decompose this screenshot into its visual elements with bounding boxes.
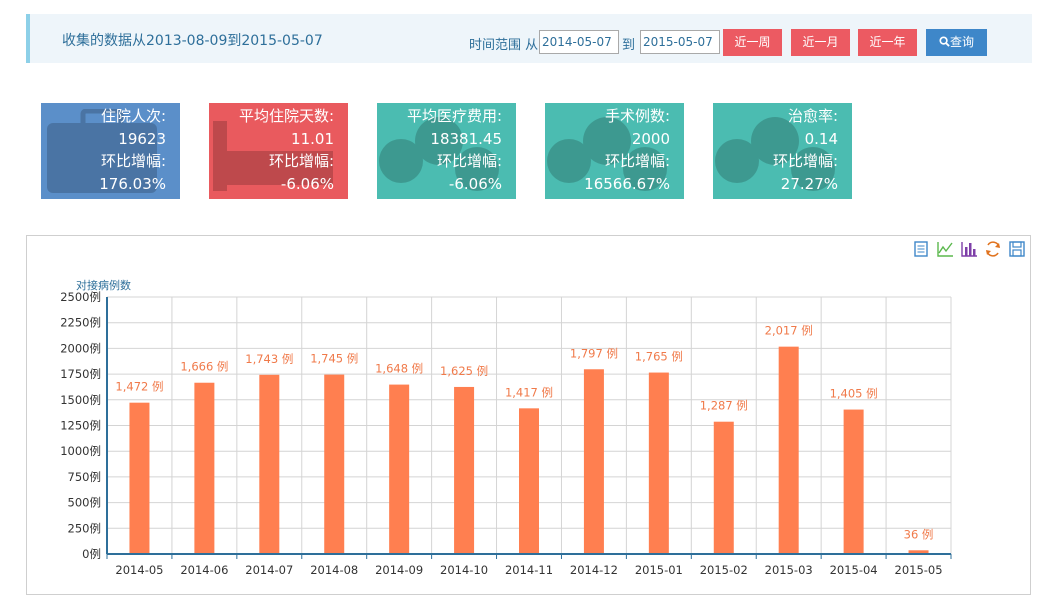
coins-icon <box>715 117 835 191</box>
bar-chart-icon[interactable] <box>960 240 978 258</box>
time-range-label: 时间范围 从 <box>469 38 539 53</box>
coins-icon <box>547 117 667 191</box>
card-label: 手术例数: <box>604 107 670 125</box>
card-cure-rate: 治愈率: 0.14 环比增幅: 27.27% <box>713 103 852 199</box>
card-label: 住院人次: <box>100 107 166 125</box>
save-icon[interactable] <box>1008 240 1026 258</box>
line-chart-icon[interactable] <box>936 240 954 258</box>
card-ratio: 176.03% <box>99 174 166 193</box>
card-avg-stay-days: 平均住院天数: 11.01 环比增幅: -6.06% <box>209 103 348 199</box>
card-inpatient-visits: 住院人次: 19623 环比增幅: 176.03% <box>41 103 180 199</box>
card-ratio-label: 环比增幅: <box>436 152 502 170</box>
bed-icon <box>213 121 333 191</box>
query-button-label: 查询 <box>949 35 974 49</box>
card-value: 2000 <box>631 129 670 148</box>
card-ratio: -6.06% <box>280 174 334 193</box>
last-year-button[interactable]: 近一年 <box>858 29 917 56</box>
data-range-text: 收集的数据从2013-08-09到2015-05-07 <box>62 33 323 49</box>
query-button[interactable]: 查询 <box>926 29 987 56</box>
data-view-icon[interactable] <box>912 240 930 258</box>
to-date-input[interactable] <box>640 30 720 54</box>
card-value: 0.14 <box>804 129 838 148</box>
card-ratio: 16566.67% <box>584 174 670 193</box>
search-icon <box>939 36 950 47</box>
card-ratio: 27.27% <box>780 174 838 193</box>
card-ratio-label: 环比增幅: <box>604 152 670 170</box>
chart-panel <box>26 235 1031 595</box>
card-ratio: -6.06% <box>448 174 502 193</box>
card-value: 11.01 <box>291 129 334 148</box>
card-ratio-label: 环比增幅: <box>772 152 838 170</box>
card-label: 平均医疗费用: <box>406 107 502 125</box>
card-avg-medical-cost: 平均医疗费用: 18381.45 环比增幅: -6.06% <box>377 103 516 199</box>
card-value: 19623 <box>118 129 166 148</box>
briefcase-icon <box>47 109 157 193</box>
card-ratio-label: 环比增幅: <box>100 152 166 170</box>
last-month-button[interactable]: 近一月 <box>791 29 850 56</box>
filter-bar: 收集的数据从2013-08-09到2015-05-07 时间范围 从 到 近一周… <box>26 14 1032 63</box>
chart-toolbox <box>912 240 1026 258</box>
card-surgery-count: 手术例数: 2000 环比增幅: 16566.67% <box>545 103 684 199</box>
from-date-input[interactable] <box>539 30 619 54</box>
refresh-icon[interactable] <box>984 240 1002 258</box>
card-label: 平均住院天数: <box>238 107 334 125</box>
coins-icon <box>379 117 499 191</box>
last-week-button[interactable]: 近一周 <box>723 29 782 56</box>
to-label: 到 <box>622 38 636 53</box>
card-value: 18381.45 <box>430 129 502 148</box>
card-label: 治愈率: <box>787 107 838 125</box>
card-ratio-label: 环比增幅: <box>268 152 334 170</box>
